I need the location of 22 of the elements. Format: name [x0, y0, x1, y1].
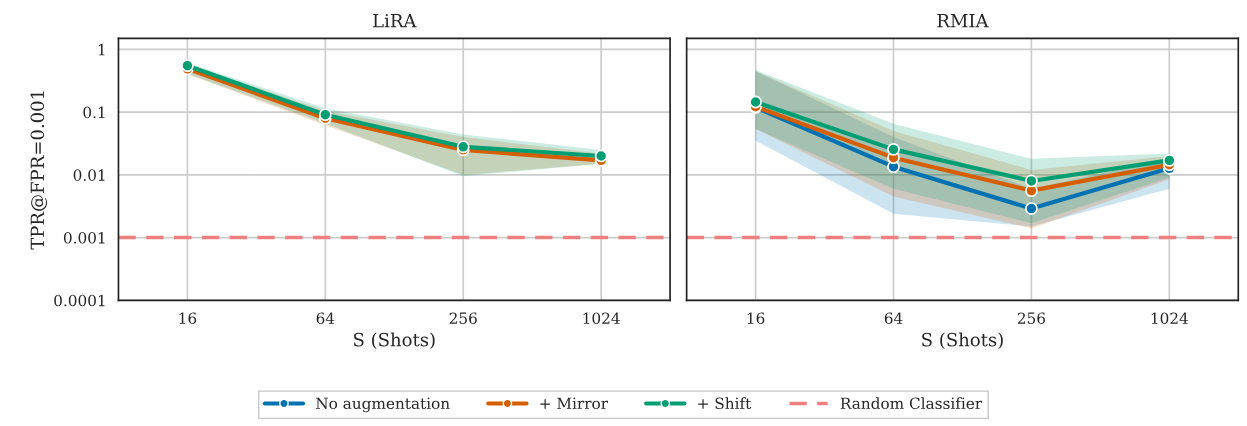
y-tick-label: 0.1: [83, 106, 105, 119]
x-tick-label: 256: [449, 312, 477, 324]
x-tick-label: 16: [179, 312, 197, 324]
y-tick-label: 1: [98, 43, 105, 56]
y-tick-label: 0.001: [63, 232, 105, 244]
chart-title: LiRA: [373, 13, 417, 28]
x-tick-label: 1024: [583, 312, 620, 324]
legend-label: No augmentation: [316, 397, 450, 413]
y-tick-label: 0.01: [73, 169, 105, 181]
x-tick-label: 1024: [1151, 312, 1188, 324]
y-axis-title: TPR@FPR=0.001: [30, 91, 48, 250]
x-axis-title: S (Shots): [922, 332, 1003, 350]
x-axis-title: S (Shots): [354, 332, 435, 350]
x-tick-label: 64: [884, 312, 903, 324]
x-tick-label: 256: [1017, 312, 1046, 324]
legend-label: + Shift: [698, 397, 752, 410]
x-tick-label: 16: [747, 312, 765, 324]
y-tick-label: 0.0001: [54, 294, 105, 307]
legend-label: Random Classifier: [840, 397, 983, 410]
x-tick-label: 64: [316, 312, 335, 324]
chart-title: RMIA: [937, 14, 989, 28]
legend-label: + Mirror: [540, 397, 609, 410]
